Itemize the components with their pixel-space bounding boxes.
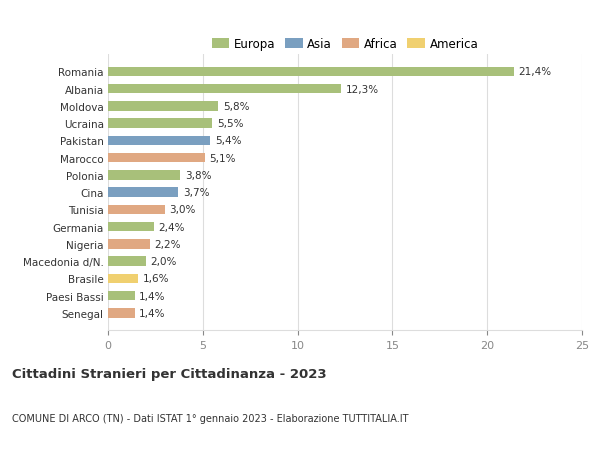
Text: 1,4%: 1,4% xyxy=(139,291,166,301)
Text: 3,0%: 3,0% xyxy=(170,205,196,215)
Bar xyxy=(108,274,139,284)
Text: 2,0%: 2,0% xyxy=(151,257,177,267)
Bar xyxy=(108,257,146,266)
Bar xyxy=(108,85,341,94)
Text: 5,5%: 5,5% xyxy=(217,119,244,129)
Text: 21,4%: 21,4% xyxy=(518,67,551,77)
Bar xyxy=(108,205,165,215)
Text: 5,8%: 5,8% xyxy=(223,102,249,112)
Text: Cittadini Stranieri per Cittadinanza - 2023: Cittadini Stranieri per Cittadinanza - 2… xyxy=(12,367,326,380)
Bar xyxy=(108,223,154,232)
Text: 2,4%: 2,4% xyxy=(158,222,185,232)
Text: 1,4%: 1,4% xyxy=(139,308,166,318)
Bar xyxy=(108,188,178,197)
Text: 12,3%: 12,3% xyxy=(346,84,379,95)
Text: 2,2%: 2,2% xyxy=(154,240,181,249)
Text: 1,6%: 1,6% xyxy=(143,274,170,284)
Bar xyxy=(108,240,150,249)
Bar xyxy=(108,171,180,180)
Text: 3,8%: 3,8% xyxy=(185,171,211,180)
Bar xyxy=(108,136,211,146)
Text: 5,4%: 5,4% xyxy=(215,136,242,146)
Text: 5,1%: 5,1% xyxy=(209,153,236,163)
Bar xyxy=(108,154,205,163)
Bar xyxy=(108,119,212,129)
Legend: Europa, Asia, Africa, America: Europa, Asia, Africa, America xyxy=(207,34,483,56)
Text: COMUNE DI ARCO (TN) - Dati ISTAT 1° gennaio 2023 - Elaborazione TUTTITALIA.IT: COMUNE DI ARCO (TN) - Dati ISTAT 1° genn… xyxy=(12,413,409,423)
Bar xyxy=(108,291,134,301)
Bar xyxy=(108,308,134,318)
Text: 3,7%: 3,7% xyxy=(183,188,209,198)
Bar xyxy=(108,102,218,112)
Bar xyxy=(108,67,514,77)
